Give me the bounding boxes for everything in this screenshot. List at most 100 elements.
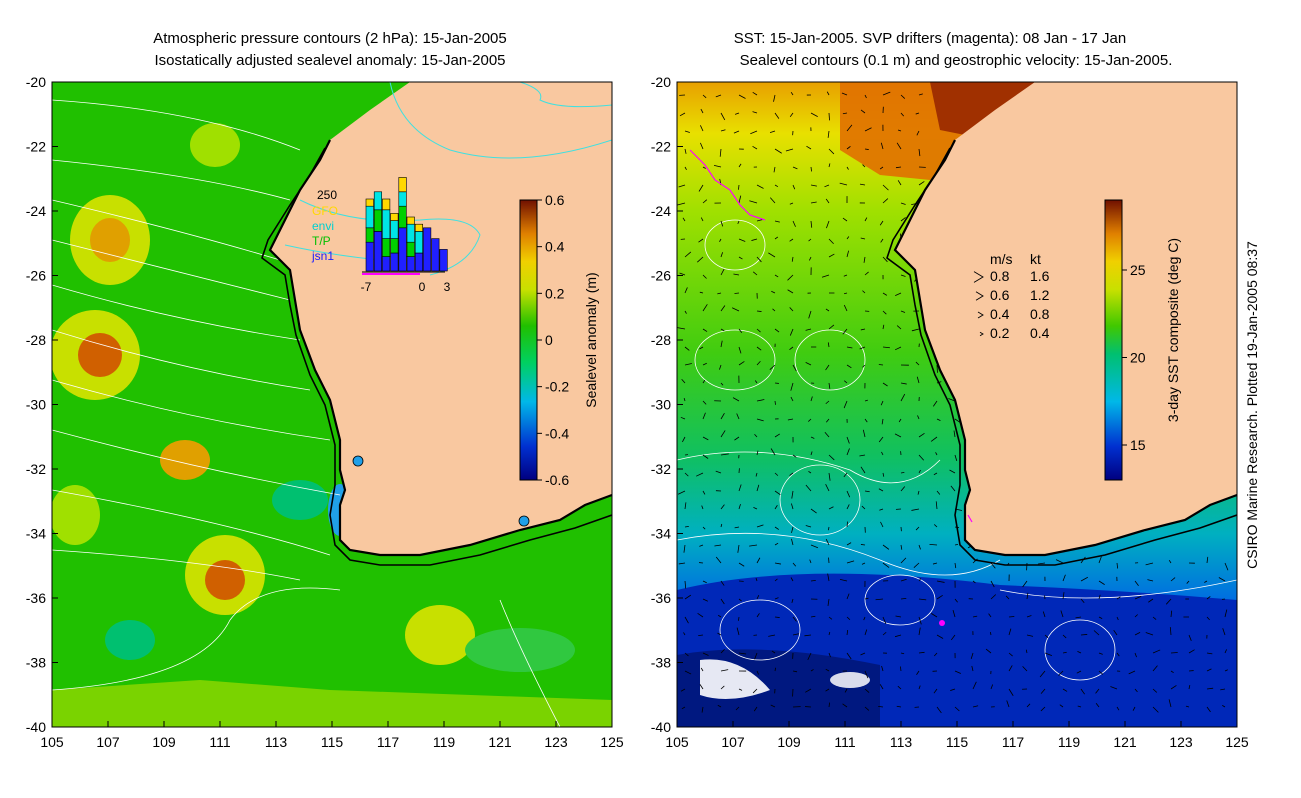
velocity-vector bbox=[896, 325, 902, 330]
left-panel: Atmospheric pressure contours (2 hPa): 1… bbox=[26, 30, 624, 750]
velocity-vector bbox=[715, 556, 722, 564]
velocity-vector bbox=[828, 163, 831, 168]
velocity-vector bbox=[719, 364, 722, 370]
velocity-vector bbox=[918, 181, 925, 186]
velocity-legend-arrow bbox=[979, 331, 984, 337]
velocity-vector bbox=[827, 130, 830, 138]
velocity-vector bbox=[684, 363, 692, 366]
velocity-vector bbox=[720, 112, 726, 121]
velocity-vector bbox=[864, 271, 869, 276]
velocity-vector bbox=[860, 652, 866, 656]
velocity-vector bbox=[720, 413, 725, 420]
velocity-vector bbox=[702, 652, 709, 656]
colorbar-tick-label: -0.6 bbox=[545, 472, 569, 488]
velocity-vector bbox=[792, 364, 797, 372]
velocity-legend-arrow bbox=[973, 271, 984, 283]
velocity-vector bbox=[900, 382, 907, 385]
velocity-vector bbox=[720, 685, 725, 690]
sla-blob bbox=[160, 440, 210, 480]
velocity-vector bbox=[720, 649, 725, 654]
x-tick-label: 123 bbox=[544, 734, 568, 750]
velocity-vector bbox=[828, 253, 835, 258]
cloud-mask bbox=[700, 659, 770, 699]
velocity-vector bbox=[684, 525, 689, 528]
velocity-vector bbox=[825, 400, 830, 405]
velocity-vector bbox=[737, 544, 740, 553]
velocity-vector bbox=[810, 184, 817, 187]
inset-bar-segment bbox=[365, 241, 374, 272]
velocity-vector bbox=[751, 238, 758, 241]
right-colorbar: 25 20 15 3-day SST composite (deg C) bbox=[1104, 199, 1181, 481]
velocity-vector bbox=[864, 399, 868, 402]
velocity-vector bbox=[720, 453, 729, 456]
velocity-vector bbox=[972, 705, 979, 708]
velocity-vector bbox=[752, 91, 758, 96]
velocity-vector bbox=[1008, 688, 1014, 696]
x-tick-label: 111 bbox=[834, 734, 855, 750]
velocity-vector bbox=[929, 543, 938, 546]
velocity-vector bbox=[738, 484, 742, 492]
velocity-vector bbox=[808, 238, 812, 242]
velocity-vector bbox=[805, 688, 812, 693]
velocity-vector bbox=[701, 505, 704, 510]
x-tick-label: 117 bbox=[1002, 734, 1025, 750]
inset-ymax-label: 250 bbox=[317, 188, 337, 202]
velocity-vector bbox=[768, 252, 776, 258]
velocity-vector bbox=[1022, 580, 1028, 588]
velocity-legend-kt: 0.8 bbox=[1030, 306, 1050, 322]
velocity-vector bbox=[810, 669, 814, 672]
velocity-vector bbox=[702, 454, 709, 459]
velocity-vector bbox=[880, 521, 884, 528]
colorbar-tick-label: 15 bbox=[1130, 437, 1146, 453]
coastline bbox=[268, 139, 612, 557]
inset-bar-segment bbox=[390, 238, 399, 254]
velocity-vector bbox=[756, 184, 764, 189]
velocity-vector bbox=[792, 184, 796, 190]
velocity-legend-header-ms: m/s bbox=[990, 251, 1013, 267]
velocity-vector bbox=[805, 484, 812, 492]
velocity-vector bbox=[738, 163, 742, 168]
velocity-vector bbox=[827, 342, 830, 348]
velocity-vector bbox=[844, 688, 848, 693]
velocity-vector bbox=[700, 125, 704, 132]
velocity-vector bbox=[809, 256, 812, 261]
velocity-vector bbox=[1076, 670, 1082, 674]
velocity-vector bbox=[1188, 634, 1192, 641]
velocity-vector bbox=[954, 562, 957, 569]
velocity-vector bbox=[900, 544, 903, 550]
velocity-vector bbox=[824, 431, 830, 438]
velocity-vector bbox=[1044, 652, 1053, 657]
velocity-vector bbox=[1080, 598, 1085, 603]
left-colorbar-ticks: 0.6 0.4 0.2 0 -0.2 -0.4 -0.6 bbox=[537, 192, 569, 488]
velocity-vector bbox=[1055, 559, 1064, 564]
velocity-vector bbox=[864, 94, 867, 99]
velocity-vector bbox=[828, 631, 831, 636]
velocity-vector bbox=[828, 526, 830, 531]
velocity-vector bbox=[900, 597, 907, 600]
velocity-vector bbox=[684, 310, 687, 314]
velocity-vector bbox=[1095, 703, 1100, 708]
velocity-vector bbox=[990, 580, 995, 588]
velocity-vector bbox=[684, 166, 687, 170]
velocity-vector bbox=[952, 610, 956, 618]
velocity-vector bbox=[810, 436, 815, 439]
velocity-vector bbox=[700, 108, 704, 114]
x-tick-label: 109 bbox=[152, 734, 176, 750]
y-tick-label: -32 bbox=[26, 461, 46, 477]
velocity-vector bbox=[859, 454, 866, 457]
velocity-vector bbox=[954, 598, 958, 603]
velocity-vector bbox=[881, 418, 884, 425]
velocity-vector bbox=[881, 665, 884, 672]
inset-bar-segment bbox=[423, 227, 432, 272]
velocity-vector bbox=[860, 109, 866, 114]
velocity-vector bbox=[774, 505, 778, 510]
velocity-vector bbox=[880, 238, 884, 243]
colorbar-tick-label: 0.2 bbox=[545, 285, 565, 301]
drifter-track bbox=[967, 514, 973, 523]
velocity-vector bbox=[756, 346, 762, 351]
velocity-vector bbox=[684, 287, 688, 294]
velocity-legend-ms: 0.6 bbox=[990, 287, 1010, 303]
inset-bar-segment bbox=[373, 231, 383, 272]
velocity-vector bbox=[864, 597, 869, 600]
velocity-vector bbox=[985, 648, 992, 654]
